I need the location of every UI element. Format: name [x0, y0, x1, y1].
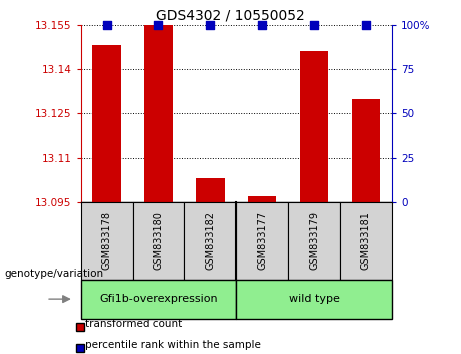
Point — [362, 22, 370, 28]
Point — [259, 22, 266, 28]
Text: GSM833178: GSM833178 — [101, 211, 112, 270]
Bar — [300, 51, 328, 202]
Bar — [236, 280, 392, 319]
Text: GSM833179: GSM833179 — [309, 211, 319, 270]
Text: GSM833181: GSM833181 — [361, 211, 371, 270]
Bar — [288, 202, 340, 280]
Bar — [92, 45, 121, 202]
Point — [103, 22, 110, 28]
Text: genotype/variation: genotype/variation — [5, 269, 104, 279]
Text: transformed count: transformed count — [85, 319, 183, 329]
Text: Gfi1b-overexpression: Gfi1b-overexpression — [99, 294, 218, 304]
Bar — [340, 202, 392, 280]
Text: GSM833180: GSM833180 — [154, 211, 164, 270]
Bar — [248, 196, 277, 202]
Text: GSM833177: GSM833177 — [257, 211, 267, 270]
Point — [310, 22, 318, 28]
Bar — [81, 280, 236, 319]
Point — [155, 22, 162, 28]
Text: GDS4302 / 10550052: GDS4302 / 10550052 — [156, 9, 305, 23]
Bar — [352, 98, 380, 202]
Text: GSM833182: GSM833182 — [205, 211, 215, 270]
Bar — [236, 202, 288, 280]
Point — [207, 22, 214, 28]
Text: wild type: wild type — [289, 294, 339, 304]
Bar — [144, 25, 173, 202]
Bar — [133, 202, 184, 280]
Bar — [81, 202, 133, 280]
Text: percentile rank within the sample: percentile rank within the sample — [85, 341, 261, 350]
Bar — [184, 202, 236, 280]
Bar — [196, 178, 225, 202]
